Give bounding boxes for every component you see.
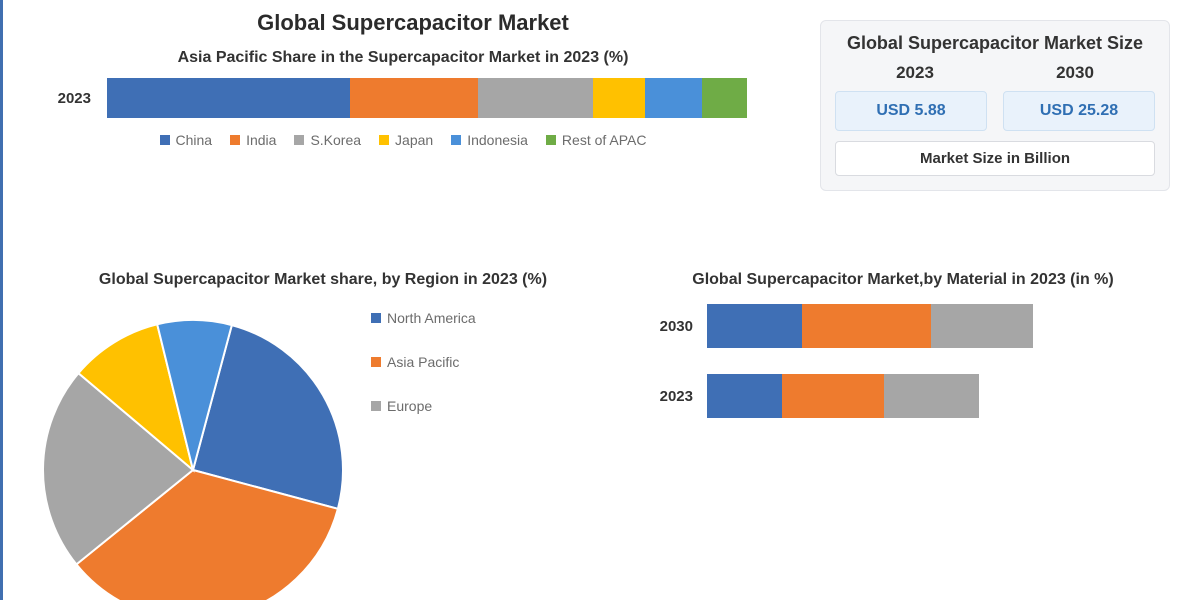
size-year-0: 2023 (896, 63, 934, 83)
legend-label: India (246, 132, 276, 148)
pie-row: North America Asia Pacific Europe (43, 300, 603, 600)
material-chart: Global Supercapacitor Market,by Material… (643, 270, 1163, 444)
legend-swatch (379, 135, 389, 145)
apac-row-label: 2023 (43, 90, 91, 107)
legend-swatch (371, 357, 381, 367)
legend-label: Europe (387, 398, 432, 414)
size-card-title: Global Supercapacitor Market Size (835, 33, 1155, 55)
legend-swatch (371, 401, 381, 411)
size-unit-label: Market Size in Billion (835, 141, 1155, 176)
legend-swatch (546, 135, 556, 145)
size-card-values: USD 5.88 USD 25.28 (835, 91, 1155, 131)
pie-legend-item: North America (371, 310, 476, 326)
pie-legend-item: Asia Pacific (371, 354, 476, 370)
apac-share-chart: Asia Pacific Share in the Supercapacitor… (43, 48, 763, 148)
legend-label: China (176, 132, 213, 148)
market-size-card: Global Supercapacitor Market Size 2023 2… (820, 20, 1170, 191)
material-stacked-bar (707, 374, 979, 418)
material-stacked-bar (707, 304, 1033, 348)
material-seg (802, 304, 931, 348)
size-card-years: 2023 2030 (835, 63, 1155, 83)
apac-legend-item: S.Korea (294, 132, 361, 148)
apac-seg-rest-of-apac (702, 78, 747, 118)
legend-label: Japan (395, 132, 433, 148)
material-seg (884, 374, 979, 418)
material-seg (707, 304, 802, 348)
page-title: Global Supercapacitor Market (63, 10, 763, 36)
legend-swatch (451, 135, 461, 145)
legend-swatch (230, 135, 240, 145)
legend-swatch (371, 313, 381, 323)
apac-seg-india (350, 78, 478, 118)
legend-label: Rest of APAC (562, 132, 647, 148)
pie-legend-item: Europe (371, 398, 476, 414)
apac-legend-item: China (160, 132, 213, 148)
apac-seg-indonesia (645, 78, 703, 118)
material-row: 2030 (643, 304, 1163, 348)
material-seg (782, 374, 884, 418)
pie-chart-title: Global Supercapacitor Market share, by R… (43, 270, 603, 290)
apac-legend-item: India (230, 132, 276, 148)
legend-swatch (160, 135, 170, 145)
apac-legend-item: Rest of APAC (546, 132, 647, 148)
material-chart-title: Global Supercapacitor Market,by Material… (643, 270, 1163, 290)
legend-label: Indonesia (467, 132, 528, 148)
apac-legend: China India S.Korea Japan Indonesia Rest of A… (43, 132, 763, 148)
apac-stacked-bar (107, 78, 747, 118)
infographic-canvas: Global Supercapacitor Market Asia Pacifi… (0, 0, 1200, 600)
apac-seg-s-korea (478, 78, 593, 118)
material-row: 2023 (643, 374, 1163, 418)
material-seg (707, 374, 782, 418)
pie-legend: North America Asia Pacific Europe (371, 310, 476, 414)
apac-seg-china (107, 78, 350, 118)
legend-swatch (294, 135, 304, 145)
legend-label: Asia Pacific (387, 354, 459, 370)
size-value-2030: USD 25.28 (1003, 91, 1155, 131)
apac-legend-item: Japan (379, 132, 433, 148)
material-rows: 2030 2023 (643, 304, 1163, 418)
apac-legend-item: Indonesia (451, 132, 528, 148)
material-row-label: 2023 (643, 388, 693, 405)
size-value-2023: USD 5.88 (835, 91, 987, 131)
material-seg (931, 304, 1033, 348)
legend-label: S.Korea (310, 132, 361, 148)
apac-chart-title: Asia Pacific Share in the Supercapacitor… (43, 48, 763, 68)
size-year-1: 2030 (1056, 63, 1094, 83)
legend-label: North America (387, 310, 476, 326)
region-pie-chart: Global Supercapacitor Market share, by R… (43, 270, 603, 600)
pie-svg (43, 300, 343, 600)
pie-graphic (43, 300, 343, 600)
apac-seg-japan (593, 78, 644, 118)
material-row-label: 2030 (643, 318, 693, 335)
apac-bar-row: 2023 (43, 78, 763, 118)
